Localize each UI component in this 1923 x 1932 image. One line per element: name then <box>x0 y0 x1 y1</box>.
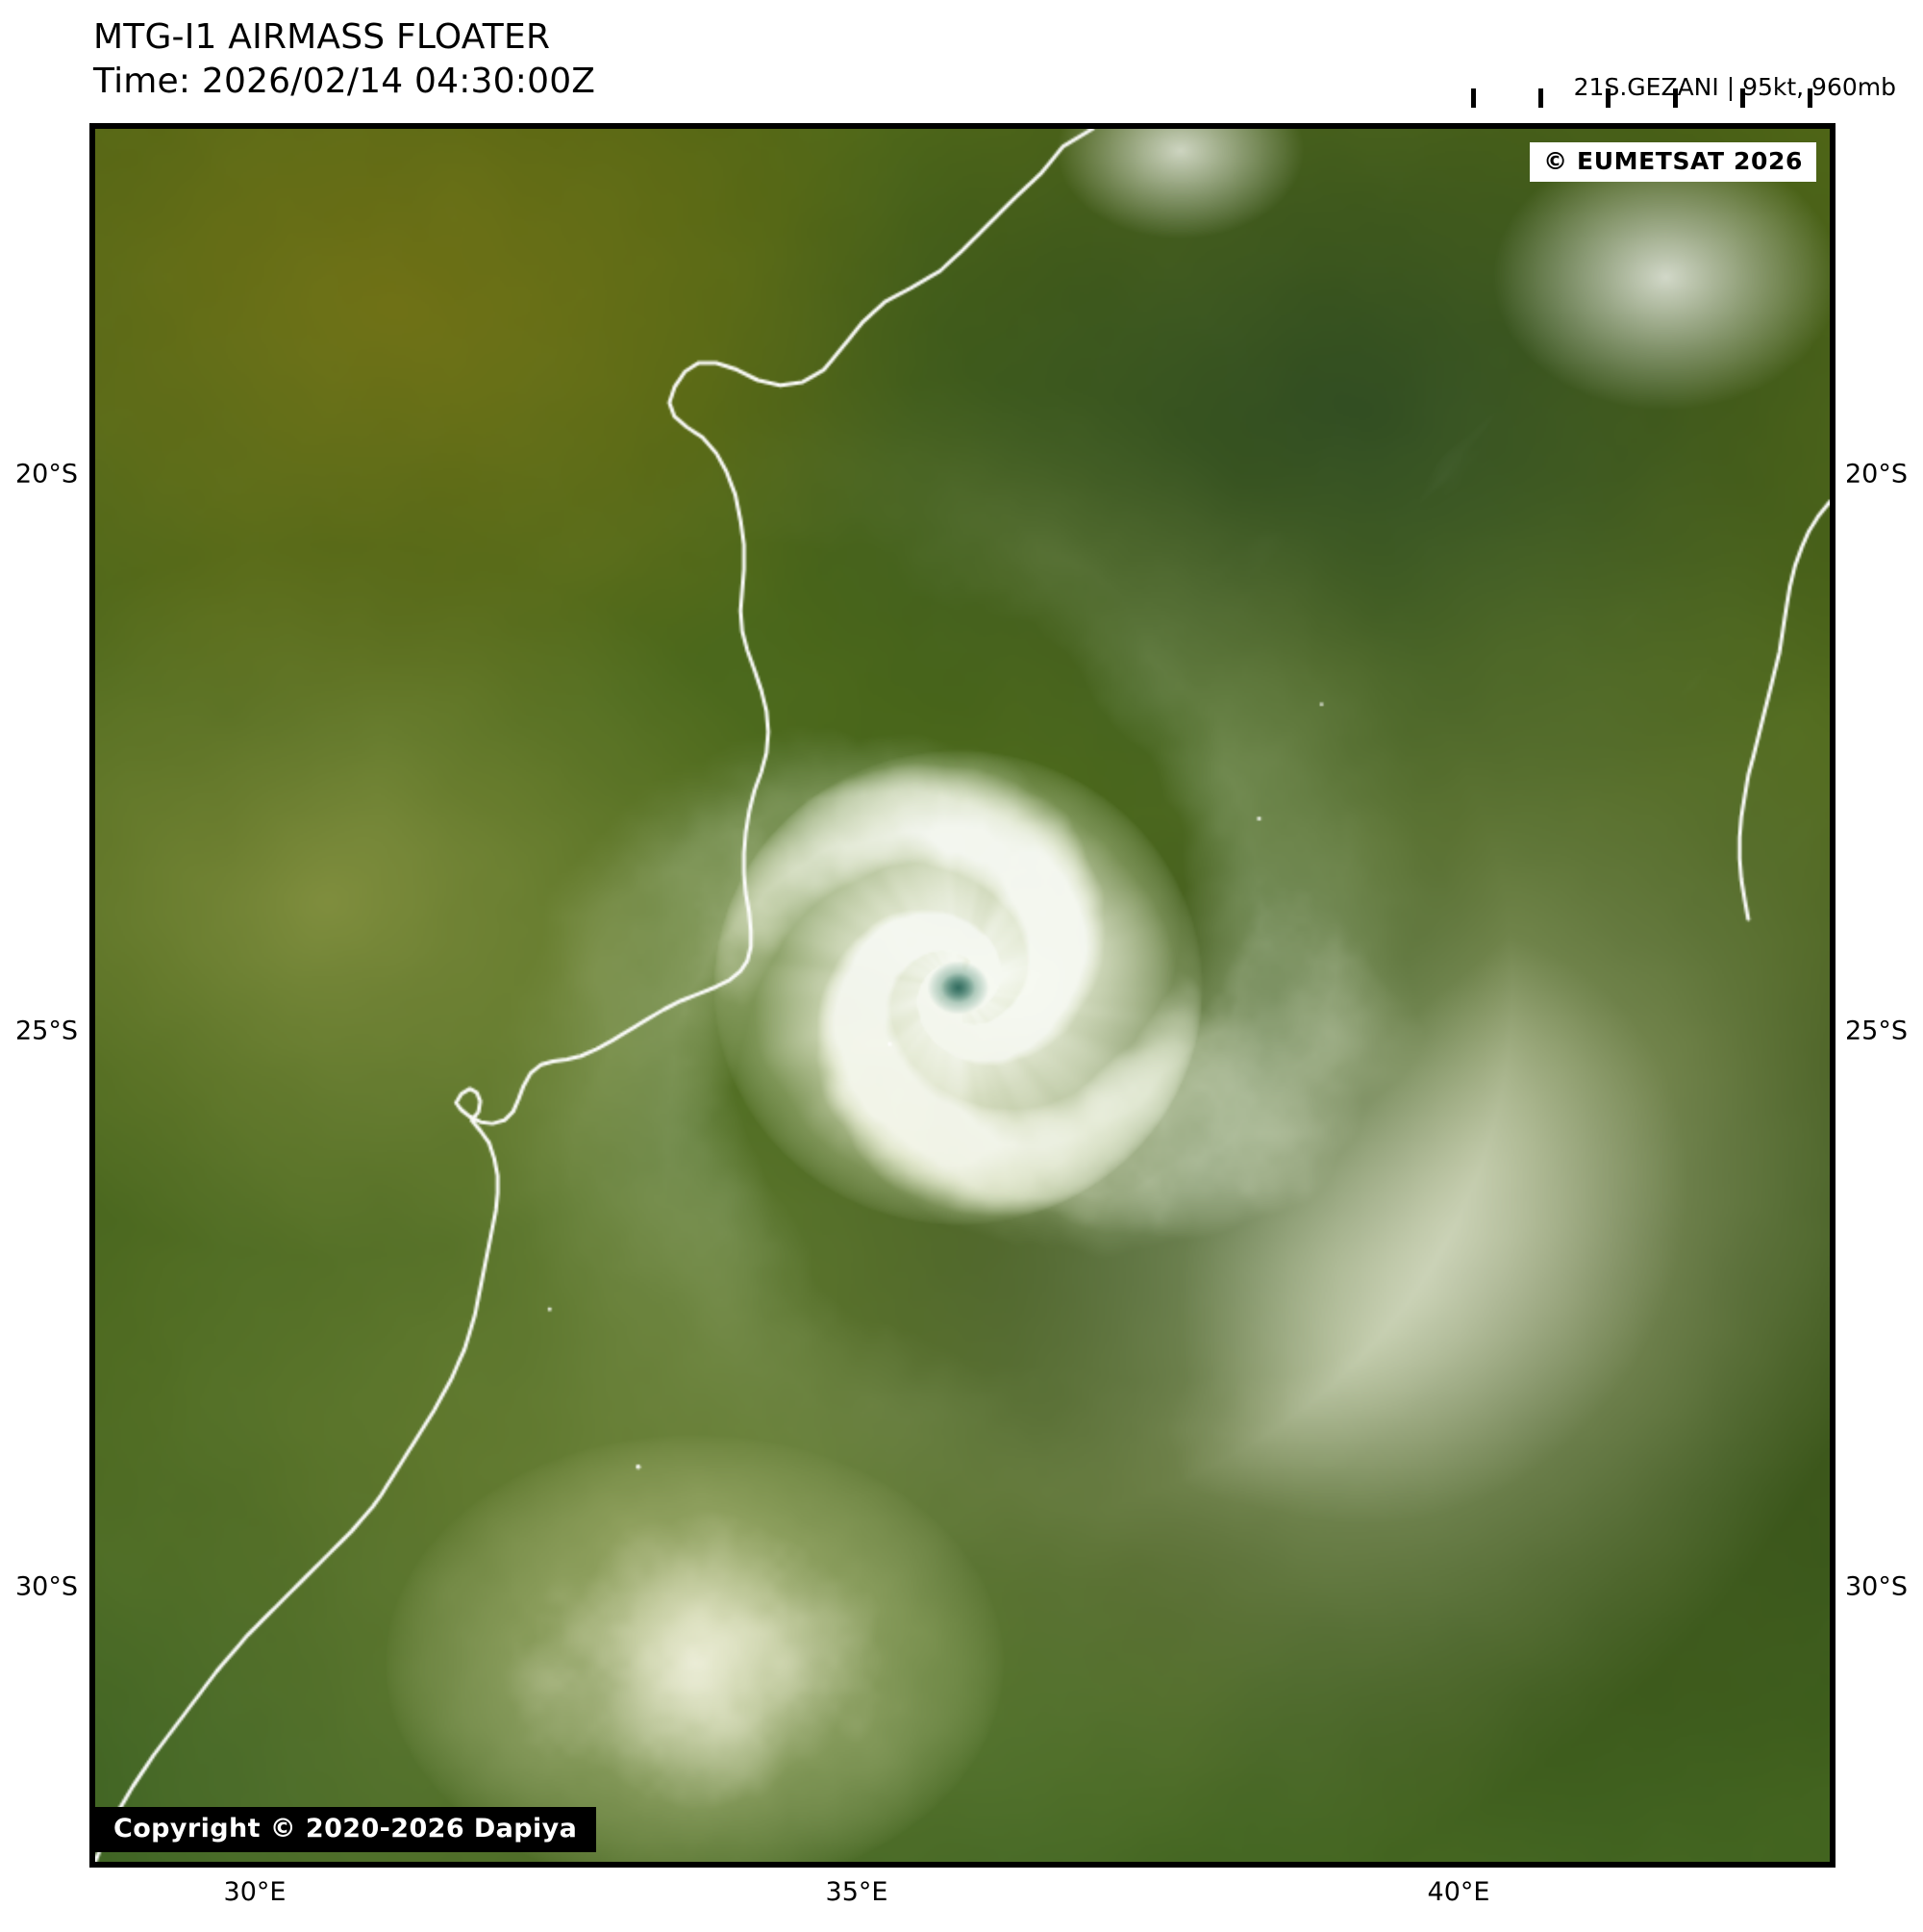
timestamp-label: Time: 2026/02/14 04:30:00Z <box>93 62 596 102</box>
satellite-imagery-canvas <box>95 129 1830 1862</box>
lon-tick-label-1: 35°E <box>825 1877 888 1907</box>
eumetsat-copyright-badge: © EUMETSAT 2026 <box>1530 142 1816 182</box>
title-block: MTG-I1 AIRMASS FLOATER Time: 2026/02/14 … <box>93 15 595 104</box>
top-tickmark-2 <box>1606 88 1611 108</box>
storm-info-label: 21S.GEZANI | 95kt, 960mb <box>1573 73 1896 101</box>
lat-tick-label-right-0: 20°S <box>1845 459 1908 489</box>
top-tickmark-1 <box>1538 88 1543 108</box>
page-title: MTG-I1 AIRMASS FLOATER <box>93 17 551 57</box>
header: MTG-I1 AIRMASS FLOATER Time: 2026/02/14 … <box>0 0 1923 129</box>
lat-tick-label-left-1: 25°S <box>15 1016 78 1046</box>
satellite-image-plot: © EUMETSAT 2026 Copyright © 2020-2026 Da… <box>89 123 1836 1868</box>
lat-tick-label-right-1: 25°S <box>1845 1016 1908 1046</box>
lat-tick-label-left-2: 30°S <box>15 1571 78 1602</box>
dapiya-copyright-badge: Copyright © 2020-2026 Dapiya <box>95 1807 597 1852</box>
top-tickmark-4 <box>1740 88 1745 108</box>
top-tickmark-0 <box>1471 88 1476 108</box>
lon-tick-label-0: 30°E <box>223 1877 287 1907</box>
top-tickmark-5 <box>1808 88 1812 108</box>
lat-tick-label-left-0: 20°S <box>15 459 78 489</box>
top-tickmark-3 <box>1673 88 1678 108</box>
lat-tick-label-right-2: 30°S <box>1845 1571 1908 1602</box>
lon-tick-label-2: 40°E <box>1427 1877 1490 1907</box>
